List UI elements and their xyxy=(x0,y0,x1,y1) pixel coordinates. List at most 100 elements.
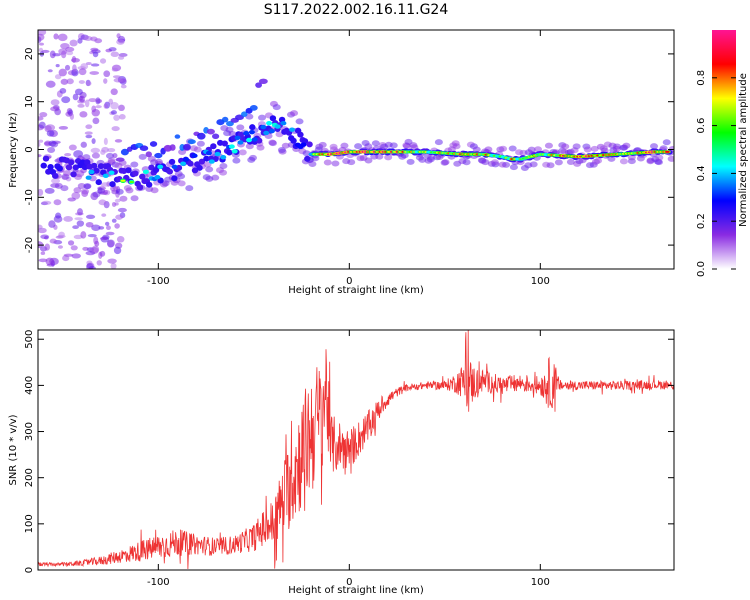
ridge-halo xyxy=(561,143,570,150)
ridge-core xyxy=(168,158,176,165)
noise-speckle xyxy=(54,74,62,80)
noise-speckle xyxy=(78,80,85,84)
ridge-halo xyxy=(384,154,393,161)
branch-blob xyxy=(115,157,125,162)
ridge-core xyxy=(40,162,47,169)
ridge-core xyxy=(65,164,73,171)
ridge-halo xyxy=(68,144,77,151)
noise-speckle xyxy=(91,138,96,144)
y-tick-label: -10 xyxy=(24,189,35,205)
ridge-bright xyxy=(300,142,307,147)
noise-speckle xyxy=(114,198,121,203)
noise-speckle xyxy=(90,147,101,154)
ridge-halo xyxy=(119,195,128,202)
y-tick-label: -20 xyxy=(24,237,35,253)
branch-blob xyxy=(197,132,206,140)
ridge-bright xyxy=(231,149,238,154)
noise-speckle xyxy=(106,181,111,187)
ridge-halo xyxy=(256,144,265,151)
colorbar-tick-label: 0.4 xyxy=(696,165,707,181)
x-tick-label: -100 xyxy=(147,276,170,287)
noise-speckle xyxy=(110,51,120,58)
noise-speckle xyxy=(91,108,100,117)
ridge-halo xyxy=(472,146,481,153)
ridge-halo xyxy=(130,195,139,202)
ridge-halo xyxy=(572,143,581,150)
ridge-halo xyxy=(248,154,257,161)
ridge-halo xyxy=(268,140,277,147)
noise-speckle xyxy=(95,105,102,109)
noise-speckle xyxy=(38,116,44,121)
ridge-halo xyxy=(47,146,56,153)
noise-speckle xyxy=(91,224,101,231)
ridge-halo xyxy=(331,160,340,167)
noise-speckle xyxy=(90,36,98,42)
noise-speckle xyxy=(113,77,124,83)
ridge-halo xyxy=(361,140,370,147)
ridge-core xyxy=(171,175,178,182)
ridge-core xyxy=(95,179,102,186)
ridge-bright xyxy=(246,137,253,143)
ridge-halo xyxy=(654,159,663,166)
ridge-halo xyxy=(50,141,59,148)
ridge-core xyxy=(93,167,100,174)
noise-speckle xyxy=(118,114,126,120)
ridge-halo xyxy=(533,146,542,153)
noise-speckle xyxy=(50,99,60,106)
x-tick-label: 0 xyxy=(346,276,352,287)
noise-speckle xyxy=(113,114,120,121)
noise-speckle xyxy=(46,130,55,137)
noise-speckle xyxy=(49,238,57,244)
ridge-halo xyxy=(627,158,636,165)
noise-speckle xyxy=(80,231,87,239)
x-tick-label: -100 xyxy=(147,577,170,588)
noise-speckle xyxy=(110,262,117,269)
ridge-halo xyxy=(490,159,499,166)
colorbar-ticks: 0.0 0.2 0.4 0.6 0.8 xyxy=(696,70,736,277)
noise-speckle xyxy=(58,231,65,238)
noise-speckle xyxy=(118,104,125,112)
ridge-halo xyxy=(340,142,349,149)
noise-speckle xyxy=(44,187,55,194)
noise-speckle xyxy=(40,251,46,256)
y-tick-label: 20 xyxy=(24,48,35,61)
ridge-core xyxy=(136,184,144,191)
noise-speckle xyxy=(57,33,68,42)
ridge-halo xyxy=(245,113,254,120)
ridge-halo xyxy=(63,170,72,177)
noise-speckle xyxy=(64,153,72,157)
noise-speckle xyxy=(41,200,52,205)
ridge-halo xyxy=(295,118,304,125)
ridge-bright xyxy=(248,129,255,135)
noise-speckle xyxy=(67,197,76,202)
noise-speckle xyxy=(103,137,108,146)
noise-speckle xyxy=(110,88,118,96)
branch-blob xyxy=(139,145,149,151)
ridge-halo xyxy=(650,143,659,150)
branch-blob xyxy=(221,116,229,123)
ridge-bright xyxy=(268,128,275,134)
snr-series-line xyxy=(38,330,674,570)
noise-speckle xyxy=(105,225,111,231)
ridge-halo xyxy=(73,187,82,194)
ridge-halo xyxy=(509,164,518,171)
noise-speckle xyxy=(58,68,67,77)
noise-speckle xyxy=(54,108,62,116)
noise-speckle xyxy=(63,253,74,257)
ridge-halo xyxy=(290,110,299,117)
colorbar-tick-label: 0.0 xyxy=(696,261,707,277)
ridge-halo xyxy=(60,185,69,192)
noise-speckle xyxy=(38,188,44,197)
noise-speckle xyxy=(63,216,73,222)
noise-speckle xyxy=(58,125,69,130)
ridge-bright xyxy=(234,135,241,141)
ridge-bright xyxy=(180,161,187,166)
ridge-halo xyxy=(196,140,205,147)
snr-panel: -100 0 100 0 100 200 300 400 500 Height of strai… xyxy=(8,329,675,596)
noise-speckle xyxy=(40,234,50,239)
ridge-halo xyxy=(452,143,461,150)
noise-speckle xyxy=(116,39,125,45)
noise-speckle xyxy=(85,61,92,66)
